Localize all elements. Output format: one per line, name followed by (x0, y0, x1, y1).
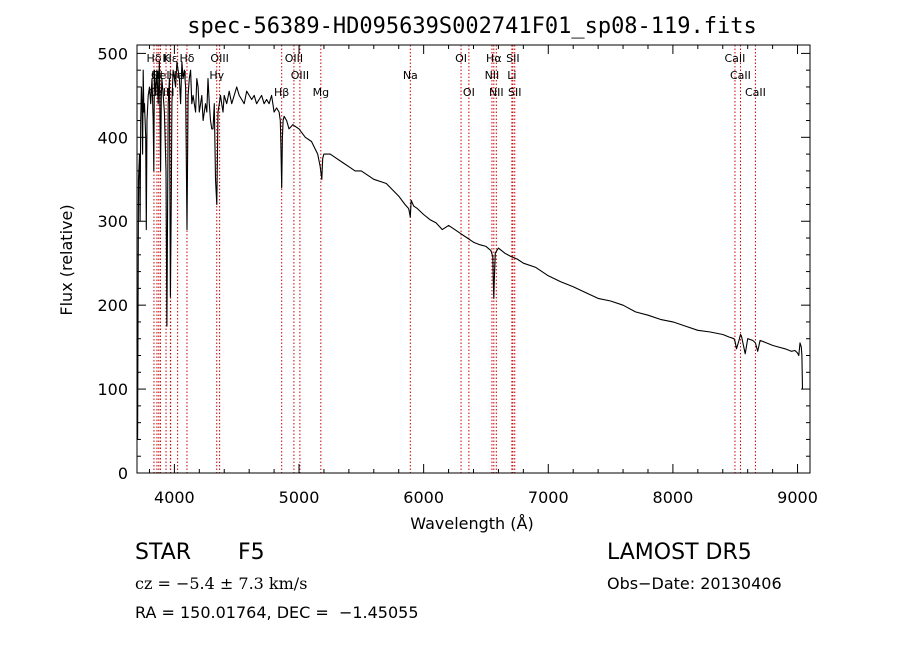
x-tick-label: 6000 (403, 488, 444, 507)
line-label: OIII (285, 52, 303, 65)
object-subclass: F5 (238, 540, 265, 565)
spectrum-line (136, 61, 804, 440)
line-label: CaII (745, 86, 766, 99)
plot-frame (136, 44, 811, 474)
line-label: Na (403, 69, 418, 82)
y-tick-label: 500 (97, 44, 128, 63)
line-label: NII (489, 86, 504, 99)
redshift-value: cz = −5.4 ± 7.3 km/s (135, 574, 308, 593)
x-tick-label: 5000 (279, 488, 320, 507)
line-label: OIII (291, 69, 309, 82)
x-tick-label: 7000 (528, 488, 569, 507)
line-label: Hδ (179, 52, 194, 65)
y-tick-label: 300 (97, 212, 128, 231)
line-label: Mg (313, 86, 329, 99)
x-axis: 4000 5000 6000 7000 8000 9000 (148, 45, 818, 507)
object-class: STAR (135, 540, 192, 565)
survey-name: LAMOST DR5 (607, 540, 752, 565)
line-label: CaII (725, 52, 746, 65)
chart-title: spec-56389-HD095639S002741F01_sp08-119.f… (187, 14, 757, 39)
x-tick-label: 8000 (653, 488, 694, 507)
line-label: SII (508, 86, 521, 99)
line-label: OI (463, 86, 475, 99)
y-axis-label: Flux (relative) (57, 204, 76, 315)
line-label: SII (506, 52, 519, 65)
line-label: Hγ (209, 69, 224, 82)
x-tick-label: 9000 (777, 488, 818, 507)
line-label: NII (485, 69, 500, 82)
y-tick-label: 100 (97, 380, 128, 399)
line-label: CaII (730, 69, 751, 82)
line-label: Hβ (274, 86, 289, 99)
x-axis-label: Wavelength (Å) (410, 514, 533, 533)
y-tick-label: 400 (97, 128, 128, 147)
y-axis: 0 100 200 300 400 500 (97, 44, 810, 483)
line-label: HeI (151, 69, 169, 82)
obs-date: Obs−Date: 20130406 (607, 574, 782, 593)
line-label: OI (455, 52, 467, 65)
line-label: Li (507, 69, 516, 82)
line-label: K (162, 52, 170, 65)
line-label: Hδ (146, 52, 161, 65)
y-tick-label: 0 (118, 464, 128, 483)
y-tick-label: 200 (97, 296, 128, 315)
line-label: H (166, 86, 174, 99)
line-label: Hα (486, 52, 502, 65)
line-label: Hε (164, 52, 178, 65)
line-label: OIII (210, 52, 228, 65)
coordinates: RA = 150.01764, DEC = −1.45055 (135, 603, 419, 622)
x-tick-label: 4000 (154, 488, 195, 507)
line-markers (153, 45, 756, 473)
